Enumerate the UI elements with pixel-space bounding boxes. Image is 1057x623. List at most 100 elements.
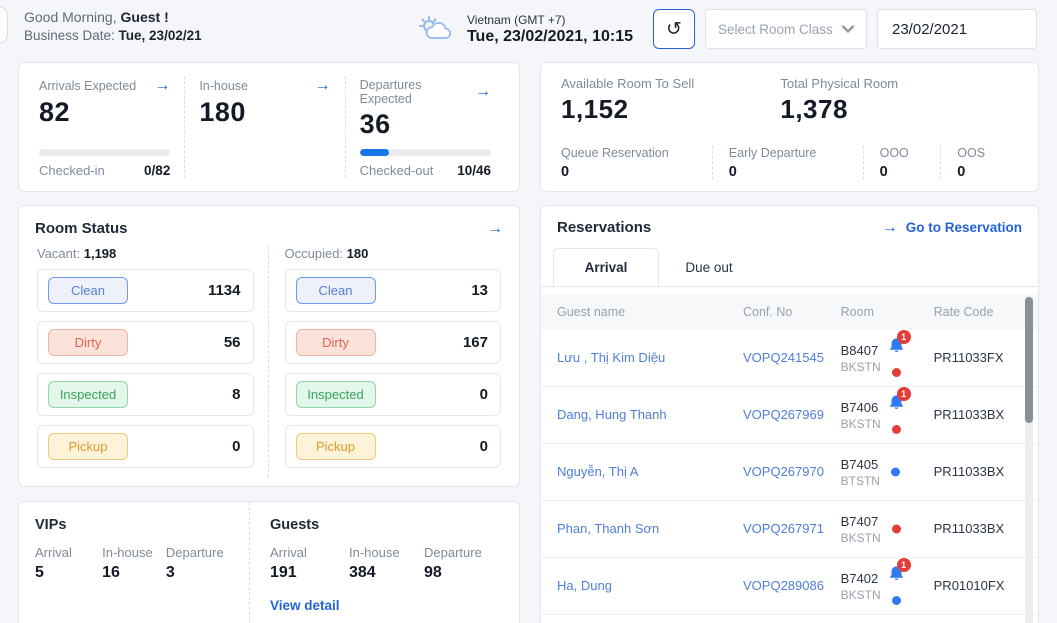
top-bar: Good Morning, Guest ! Business Date: Tue… [0,0,1057,55]
vacant-clean-count: 1134 [207,282,241,299]
refresh-button[interactable]: ↺ [653,9,695,49]
arrivals-expected-label: Arrivals Expected [39,79,137,93]
total-rooms-label: Total Physical Room [780,76,899,91]
rate-code: PR01010FX [933,578,1005,593]
col-room: Room [840,305,874,319]
reservations-table: Guest name Conf. No Room Rate Code Lưu ,… [541,294,1038,623]
room-number: B7406 [840,399,879,415]
availability-card: Available Room To Sell 1,152 Total Physi… [540,62,1039,192]
status-dot [891,524,901,534]
guest-name-link[interactable]: Phan, Thanh Sơn [557,521,660,536]
occupied-inspected-button[interactable]: Inspected [295,381,376,408]
weather-icon [417,14,453,44]
scrollbar-track[interactable] [1025,296,1033,623]
business-date: Business Date: Tue, 23/02/21 [24,28,202,43]
occupied-inspected-row: Inspected 0 [284,373,501,416]
notification-badge: 1 [896,558,911,572]
bell-icon[interactable]: 1 [888,330,911,354]
room-type-code: BKSTN [840,416,881,431]
rate-code: PR11033BX [933,521,1005,536]
vacant-dirty-row: Dirty 56 [37,321,254,364]
rate-code: PR11033BX [933,464,1005,479]
vips-arrival-label: Arrival [35,545,72,560]
occupied-pickup-count: 0 [479,438,488,455]
guests-title: Guests [270,517,320,533]
greeting-name: Guest ! [120,9,169,25]
vacant-clean-button[interactable]: Clean [48,277,128,304]
early-departure-label: Early Departure [728,146,817,160]
reservations-title: Reservations [557,219,652,236]
business-date-input[interactable]: 23/02/2021 [877,9,1037,49]
vips-departure-value: 3 [165,564,175,581]
guests-arrival-label: Arrival [270,545,307,560]
room-class-select[interactable]: Select Room Class [705,9,867,49]
oos-value: 0 [957,164,966,180]
status-dot [890,467,900,477]
occupied-pickup-button[interactable]: Pickup [295,433,376,460]
go-to-reservation-arrow-icon: → [881,218,898,236]
go-to-reservation-link[interactable]: → Go to Reservation [881,218,1022,236]
vips-arrival-value: 5 [35,564,44,581]
sidebar-drawer-handle[interactable] [0,7,8,43]
reservations-tabs: Arrival Due out [541,248,1038,287]
bell-icon[interactable]: 1 [888,558,911,582]
vacant-pickup-count: 0 [232,438,241,455]
guests-arrival-value: 191 [270,564,297,581]
vips-title: VIPs [35,517,67,533]
guest-name-link[interactable]: Nguyễn, Thị A [557,464,639,479]
conf-no-link[interactable]: VOPQ267970 [743,464,824,479]
departures-arrow-icon[interactable]: → [474,83,491,100]
available-rooms-label: Available Room To Sell [561,76,695,91]
scrollbar-thumb[interactable] [1025,297,1033,423]
occupied-column: Occupied: 180 Clean 13 Dirty 167 Inspect… [267,246,504,477]
rate-code: PR11033FX [933,350,1004,365]
in-house-block: In-house → 180 [184,76,344,178]
vacant-dirty-button[interactable]: Dirty [48,329,128,356]
rate-code: PR11033BX [933,407,1005,422]
guests-block: Guests Arrival 191 In-house 384 Departure 9… [249,502,519,623]
total-rooms-value: 1,378 [780,94,848,124]
room-class-placeholder: Select Room Class [718,21,833,37]
vacant-inspected-button[interactable]: Inspected [48,381,128,408]
table-header: Guest name Conf. No Room Rate Code [541,294,1038,330]
vacant-pickup-button[interactable]: Pickup [48,433,128,460]
tab-arrival[interactable]: Arrival [553,248,659,286]
room-type-code: BKSTN [840,587,881,602]
occupied-dirty-button[interactable]: Dirty [295,329,376,356]
guest-name-link[interactable]: Ha, Dung [557,578,612,593]
vacant-clean-row: Clean 1134 [37,269,254,312]
occupied-clean-button[interactable]: Clean [295,277,376,304]
guest-name-link[interactable]: Dang, Hung Thanh [557,407,667,422]
greeting-prefix: Good Morning, [24,9,121,25]
conf-no-link[interactable]: VOPQ267971 [743,521,824,536]
checked-in-value: 0/82 [144,163,171,178]
ooo-value: 0 [879,164,888,180]
arrivals-arrow-icon[interactable]: → [154,77,171,94]
room-status-card: Room Status → Vacant: 1,198 Clean 1134 D… [18,205,520,487]
movement-stats-card: Arrivals Expected → 82 Checked-in 0/82 I… [18,62,520,192]
occupied-clean-row: Clean 13 [284,269,501,312]
occupied-clean-count: 13 [471,282,488,299]
guest-name-link[interactable]: Lưu , Thị Kim Diệu [557,350,666,365]
view-detail-link[interactable]: View detail [270,598,340,613]
reservation-row: Nguyễn, Thị A VOPQ267970 B7405 BTSTN PR11… [541,444,1038,501]
arrivals-expected-block: Arrivals Expected → 82 Checked-in 0/82 [33,76,184,178]
conf-no-link[interactable]: VOPQ241545 [743,350,824,365]
conf-no-link[interactable]: VOPQ289086 [743,578,824,593]
bell-icon[interactable]: 1 [888,387,911,411]
occupied-inspected-count: 0 [479,386,488,403]
refresh-icon: ↺ [666,18,682,40]
in-house-arrow-icon[interactable]: → [314,77,331,94]
room-number: B7405 [840,456,879,472]
status-dot [891,596,901,605]
conf-no-link[interactable]: VOPQ267969 [743,407,824,422]
main-content: Arrivals Expected → 82 Checked-in 0/82 I… [0,55,1057,623]
early-departure-value: 0 [728,164,737,180]
tab-due-out[interactable]: Due out [685,259,733,275]
room-status-arrow-icon[interactable]: → [487,219,503,237]
guests-departure-label: Departure [424,545,482,560]
vips-departure-label: Departure [165,545,224,560]
room-type-code: BTSTN [840,473,880,488]
top-bar-right: Vietnam (GMT +7) Tue, 23/02/2021, 10:15 … [417,9,1037,49]
vips-inhouse-label: In-house [102,545,153,560]
